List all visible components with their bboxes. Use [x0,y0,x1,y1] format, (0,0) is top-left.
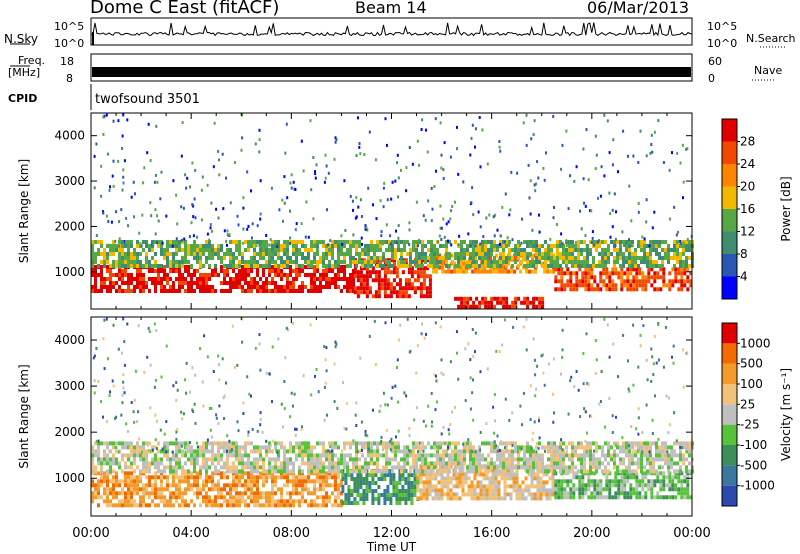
colorbar-1-seg-1 [722,465,737,486]
nsky-tick-bottom: 10^0 [54,37,84,50]
cb-tick-1-2: 100 [740,377,763,391]
noise-panel-frame [90,17,693,46]
colorbar-0-seg-2 [722,231,737,254]
date-title: 06/Mar/2013 [587,0,690,17]
cb-tick-0-0: 4 [740,270,748,284]
colorbar-1-seg-5 [722,384,737,405]
colorbar-1-seg-7 [722,343,737,364]
colorbar-1-seg-3 [722,424,737,445]
nsky-label: N.Sky [4,32,39,46]
xtick-label-5: 20:00 [573,526,610,541]
freq-band [92,67,691,77]
freq-label-line2: [MHz] [8,66,41,79]
noise-trace [90,22,693,37]
cb-tick-1-5: -100 [740,438,767,452]
colorbar-frame-1 [721,322,738,507]
cb-tick-0-2: 12 [740,225,755,239]
colorbar-0-seg-3 [722,209,737,232]
xtick-label-1: 04:00 [172,526,209,541]
ytick-label-1-1: 2000 [54,425,85,439]
cb-tick-0-5: 24 [740,157,755,171]
nave-tick-top: 60 [708,55,722,68]
ytick-label-1-2: 3000 [54,379,85,393]
cb-tick-1-7: -1000 [740,479,775,493]
nsky-tick-top: 10^5 [54,20,84,33]
colorbar-1-seg-8 [722,323,737,344]
freq-label-line1: Freq. [18,54,46,67]
beam-title: Beam 14 [355,0,427,17]
ytick-label-1-3: 4000 [54,333,85,347]
nsearch-tick-bottom: 10^0 [707,37,737,50]
freq-tick-bottom: 8 [66,72,73,85]
ylabel-0: Slant Range [km] [17,159,31,263]
colorbar-label-1: Velocity [m s⁻¹] [779,368,793,461]
cb-tick-1-3: 25 [740,397,755,411]
nsearch-label: N.Search [746,32,796,45]
colorbar-1-seg-2 [722,445,737,466]
nave-label: Nave [754,64,783,77]
cb-tick-1-6: -500 [740,458,767,472]
cb-tick-0-4: 20 [740,180,755,194]
cb-tick-1-0: 1000 [740,336,771,350]
colorbar-0-seg-0 [722,276,737,299]
freq-panel-frame [90,53,693,82]
cb-tick-1-1: 500 [740,357,763,371]
cb-tick-0-3: 16 [740,202,755,216]
colorbar-0-seg-4 [722,186,737,209]
cb-tick-0-6: 28 [740,135,755,149]
ylabel-1: Slant Range [km] [17,364,31,468]
xtick-label-3: 12:00 [373,526,410,541]
xtick-label-0: 00:00 [72,526,109,541]
ytick-label-0-1: 2000 [54,219,85,233]
nave-tick-bottom: 0 [708,72,715,85]
colorbar-0-seg-7 [722,119,737,142]
ytick-label-0-2: 3000 [54,174,85,188]
cb-tick-0-1: 8 [740,247,748,261]
nsearch-tick-top: 10^5 [707,20,737,33]
cpid-value: twofsound 3501 [95,92,200,107]
colorbar-label-0: Power [dB] [779,176,793,241]
colorbar-0-seg-5 [722,164,737,187]
colorbar-0-seg-6 [722,141,737,164]
heatmap-panel-0 [90,112,694,310]
freq-tick-top: 18 [60,55,74,68]
xlabel: Time UT [366,540,417,554]
cb-tick-1-4: -25 [740,418,760,432]
colorbar-1-seg-4 [722,404,737,425]
xtick-label-6: 00:00 [673,526,710,541]
colorbar-0-seg-1 [722,254,737,277]
colorbar-1-seg-6 [722,363,737,384]
ytick-label-0-0: 1000 [54,265,85,279]
xtick-label-2: 08:00 [273,526,310,541]
cpid-label: CPID [8,92,38,105]
ytick-label-1-0: 1000 [54,471,85,485]
xtick-label-4: 16:00 [473,526,510,541]
station-title: Dome C East (fitACF) [90,0,280,18]
colorbar-1-seg-0 [722,485,737,506]
ytick-label-0-3: 4000 [54,129,85,143]
heatmap-panel-1 [90,316,694,517]
